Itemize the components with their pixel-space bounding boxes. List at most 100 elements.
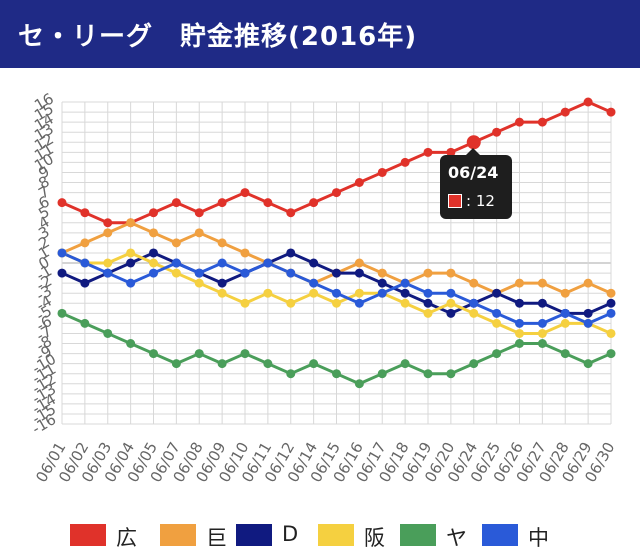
data-point [377,268,387,278]
data-point [57,268,67,278]
data-point [103,258,113,268]
data-point [240,298,250,308]
tooltip-date: 06/24 [448,163,499,182]
data-point [149,258,158,268]
data-tooltip: 06/24 : 12 [440,148,512,219]
data-point [537,117,547,127]
data-point [263,288,273,298]
data-point [469,308,479,318]
data-point [400,278,410,288]
data-point [240,248,250,258]
tooltip-arrow [466,148,480,155]
data-point [57,248,67,258]
data-point [103,268,113,278]
data-point [469,298,479,308]
data-point [126,248,136,258]
data-point [80,238,90,248]
data-point [354,268,364,278]
data-point [469,359,479,369]
data-point [423,298,433,308]
data-point [377,167,387,177]
data-point [126,278,136,288]
data-point [309,278,319,288]
data-point [515,339,524,348]
data-point [171,258,181,268]
data-point [149,228,158,238]
data-point [537,278,547,288]
data-point [446,308,456,318]
series-points [57,97,616,389]
data-point [492,288,502,298]
legend-swatch [482,524,518,546]
data-point [606,107,616,117]
data-point [492,127,502,137]
data-point [309,288,319,298]
data-point [309,198,319,208]
data-point [286,298,296,308]
data-point [263,359,273,369]
page-title: セ・リーグ 貯金推移(2016年) [18,22,418,52]
data-point [217,198,227,208]
data-point [57,198,67,208]
data-point [149,268,158,278]
header-bar: セ・リーグ 貯金推移(2016年) [0,0,640,68]
data-point [400,157,410,167]
data-point [606,328,616,338]
data-point [126,258,136,268]
data-point [377,278,387,288]
data-point [354,298,364,308]
data-point [171,238,181,248]
data-point [537,328,547,338]
data-point [400,359,410,369]
data-point [446,268,456,278]
data-point [583,97,593,107]
data-point [537,298,547,308]
data-point [80,278,90,288]
data-point [171,268,181,278]
data-point [606,288,616,298]
data-point [309,359,319,369]
data-point [560,349,570,359]
data-point [515,117,524,127]
data-point [583,359,593,369]
data-point [171,198,181,208]
data-point [80,208,90,218]
tooltip-value: : 12 [466,192,495,210]
data-point [332,268,341,278]
data-point [217,238,227,248]
legend-swatch [400,524,436,546]
data-point [515,328,524,338]
data-point [354,178,364,187]
data-point [354,288,364,298]
data-point [423,147,433,157]
data-point [446,298,456,308]
y-axis-ticks: -16-15-14-13-12-11-10-9-8-7-6-5-4-3-2-10… [29,89,59,437]
data-point [515,298,524,308]
highlighted-point [466,135,481,150]
data-point [354,379,364,389]
data-point [103,328,113,338]
data-point [217,288,227,298]
line-chart: -16-15-14-13-12-11-10-9-8-7-6-5-4-3-2-10… [29,89,619,485]
data-point [286,208,296,218]
data-point [332,288,341,298]
legend-swatch [160,524,196,546]
data-point [217,278,227,288]
data-point [606,349,616,359]
data-point [286,268,296,278]
data-point [194,349,204,359]
data-point [423,369,433,379]
tooltip-swatch [448,194,462,208]
data-point [446,147,456,157]
data-point [515,318,524,328]
data-point [446,369,456,379]
data-point [377,288,387,298]
data-point [149,208,158,218]
data-point [194,268,204,278]
data-point [560,308,570,318]
data-point [240,188,250,198]
legend-label: D [282,522,299,546]
data-point [149,248,158,258]
data-point [57,308,67,318]
